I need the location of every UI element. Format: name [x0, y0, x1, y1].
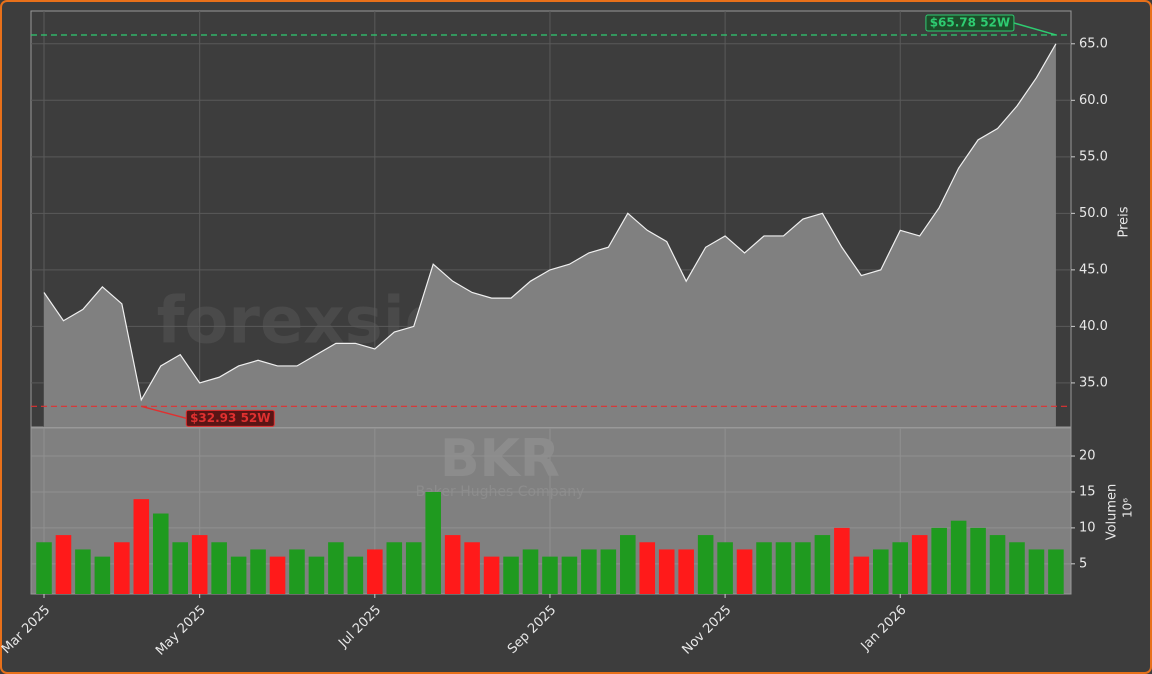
- y-tick-label: 5: [1079, 556, 1087, 571]
- y-tick-label: 60.0: [1079, 93, 1108, 108]
- volume-bar: [503, 556, 519, 594]
- y-tick-label: 10: [1079, 520, 1096, 535]
- volume-bar: [931, 527, 947, 594]
- volume-bar: [542, 556, 558, 594]
- y-tick-label: 55.0: [1079, 149, 1108, 164]
- volume-bar: [1048, 549, 1064, 594]
- volume-bar: [55, 535, 72, 594]
- volume-bar: [795, 542, 811, 594]
- volume-bar: [152, 513, 169, 594]
- volume-bar: [172, 542, 189, 594]
- volume-bar: [950, 520, 967, 594]
- volume-bar: [211, 542, 227, 594]
- volume-bar: [717, 542, 733, 594]
- volume-bar: [658, 549, 675, 594]
- volume-bar: [639, 542, 656, 594]
- volume-bar: [464, 542, 480, 594]
- volume-bar: [620, 535, 636, 594]
- annotation-arrow: [1013, 22, 1057, 36]
- volume-bar: [444, 535, 461, 594]
- annotation: $65.78 52W: [930, 15, 1010, 29]
- price-area: [44, 43, 1056, 428]
- volume-bar: [697, 535, 714, 594]
- volume-bar: [75, 549, 91, 594]
- volume-bar: [1009, 542, 1025, 594]
- volume-bar: [522, 549, 539, 594]
- price-line: [43, 43, 1057, 402]
- volume-bar: [1028, 549, 1045, 594]
- y-axis-label: Volumen: [1105, 484, 1120, 541]
- volume-bar: [386, 542, 403, 594]
- y-tick-label: 35.0: [1079, 375, 1108, 390]
- annotation-box: [185, 409, 275, 427]
- volume-bar: [425, 491, 441, 594]
- volume-bar: [94, 556, 111, 594]
- annotation-arrow: [141, 405, 187, 420]
- volume-bar: [814, 535, 831, 594]
- volume-bar: [970, 527, 986, 594]
- volume-bar: [678, 549, 694, 594]
- y-tick-label: 15: [1079, 484, 1096, 499]
- y-tick-label: 45.0: [1079, 262, 1108, 277]
- volume-bar: [775, 542, 792, 594]
- volume-bar: [269, 556, 286, 594]
- volume-bar: [834, 527, 850, 594]
- volume-bar: [989, 535, 1006, 594]
- y-tick-label: 50.0: [1079, 206, 1108, 221]
- y-tick-label: 20: [1079, 449, 1096, 464]
- volume-bar: [561, 556, 578, 594]
- volume-bar: [114, 542, 130, 594]
- volume-bar: [328, 542, 344, 594]
- watermark: BKR: [440, 429, 560, 489]
- volume-bar: [191, 535, 208, 594]
- volume-bar: [367, 549, 383, 594]
- annotation-box: [925, 14, 1015, 32]
- volume-bar: [892, 542, 909, 594]
- volume-bar: [483, 556, 500, 594]
- volume-bar: [736, 549, 753, 594]
- volume-bar: [250, 549, 266, 594]
- volume-bar: [230, 556, 247, 594]
- volume-bar: [756, 542, 772, 594]
- y-offset-label: 10⁶: [1121, 498, 1135, 518]
- volume-bar: [289, 549, 305, 594]
- volume-bar: [872, 549, 889, 594]
- volume-bar: [581, 549, 597, 594]
- y-axis-label: Preis: [1117, 206, 1132, 237]
- volume-bar: [405, 542, 422, 594]
- volume-bar: [36, 542, 52, 594]
- y-tick-label: 40.0: [1079, 319, 1108, 334]
- volume-bar: [308, 556, 325, 594]
- volume-bar: [911, 535, 928, 594]
- volume-bar: [853, 556, 870, 594]
- volume-bar: [600, 549, 617, 594]
- annotation: $32.93 52W: [190, 411, 270, 425]
- volume-bar: [347, 556, 364, 594]
- y-tick-label: 65.0: [1079, 36, 1108, 51]
- volume-bar: [133, 499, 150, 594]
